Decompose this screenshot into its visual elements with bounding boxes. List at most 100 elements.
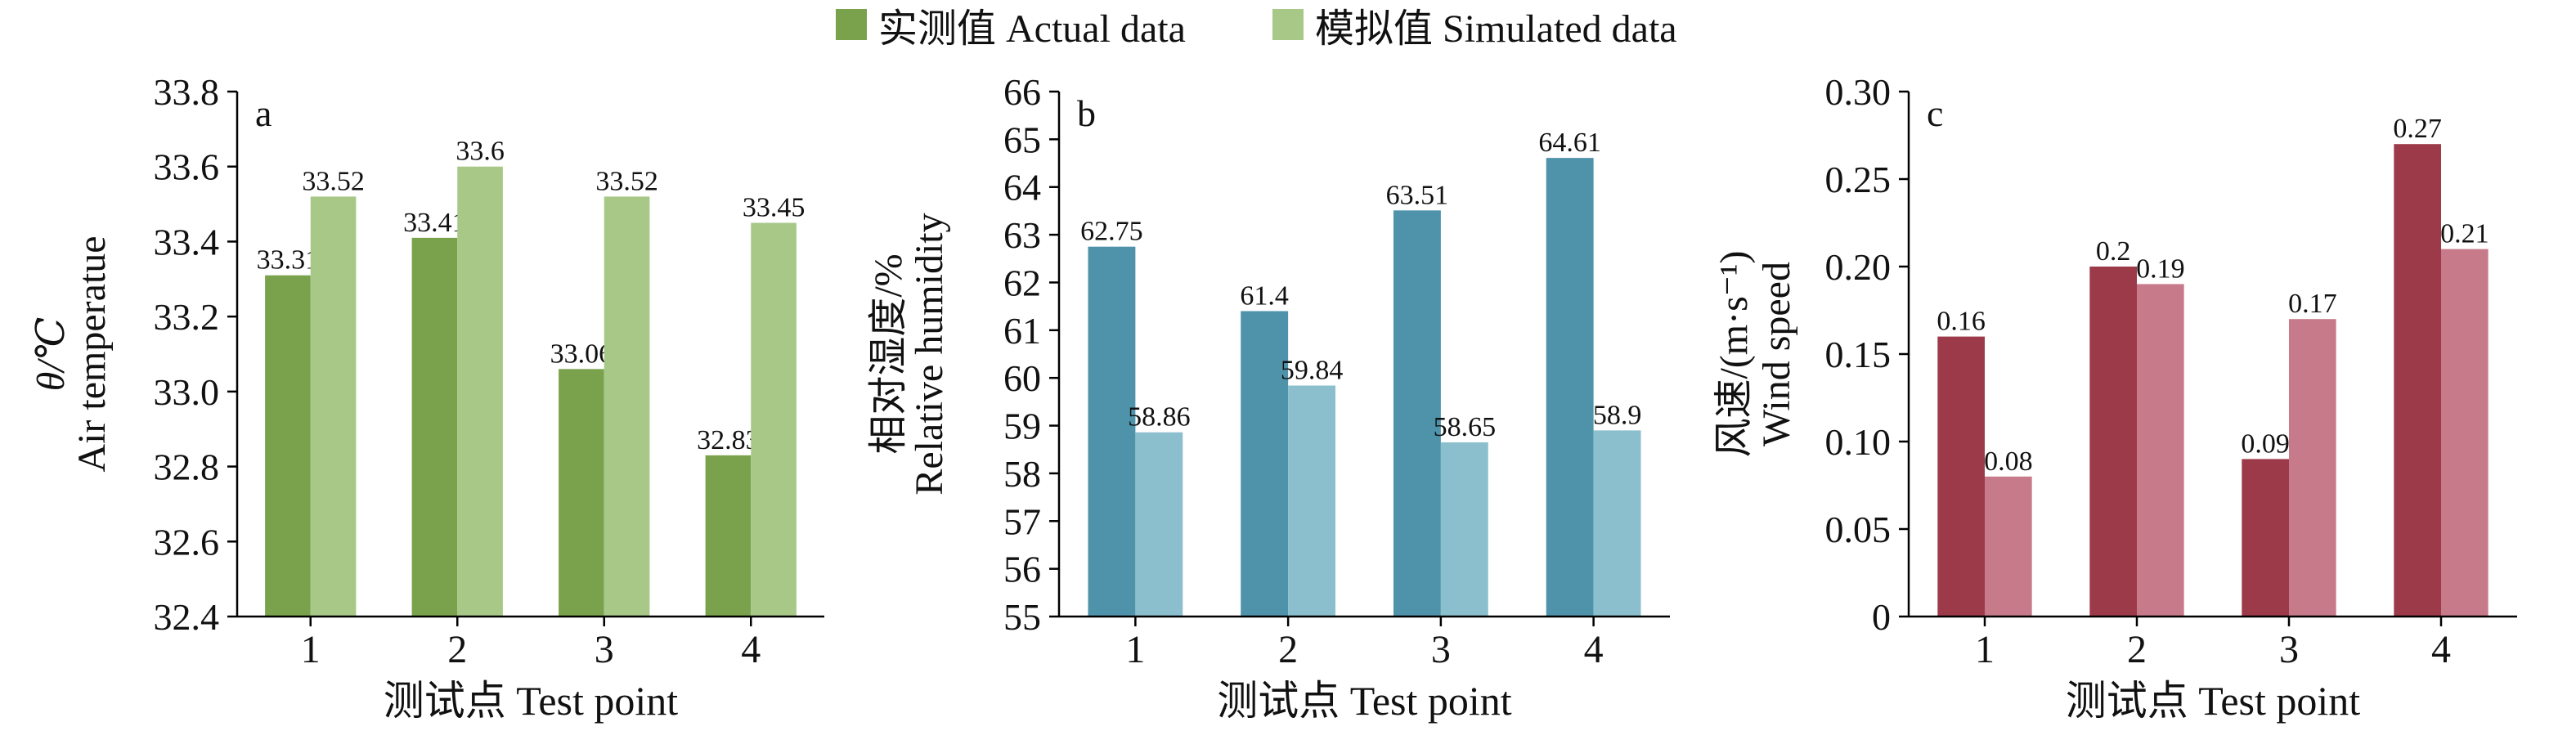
y-tick-label-a: 32.4 bbox=[154, 596, 220, 638]
chart-panel-b: 62.75 61.4 63.51 64.61 58.86 59.84 58.65 58.9 55… bbox=[867, 71, 1670, 724]
y-tick-label-c: 0.25 bbox=[1825, 159, 1892, 200]
x-tick-label-a: 4 bbox=[741, 628, 761, 671]
y-tick-label-b: 65 bbox=[1003, 119, 1041, 160]
bar-c-s1-c4 bbox=[2394, 144, 2441, 617]
bar-b-s1-c4 bbox=[1546, 158, 1594, 617]
x-tick-label-b: 3 bbox=[1431, 628, 1451, 671]
data-label-c-s2-c3: 0.17 bbox=[2288, 289, 2337, 319]
data-label-a-s2-c3: 33.52 bbox=[595, 166, 658, 196]
x-tick-label-a: 2 bbox=[447, 628, 467, 671]
y-tick-label-c: 0.15 bbox=[1825, 334, 1892, 375]
legend-label-actual: 实测值 Actual data bbox=[878, 7, 1186, 51]
y-axis-label-line2-c: Wind speed bbox=[1755, 262, 1798, 446]
bar-b-s2-c3 bbox=[1440, 442, 1488, 617]
bar-a-s1-c1 bbox=[265, 275, 311, 617]
y-tick-label-b: 59 bbox=[1003, 406, 1041, 447]
panel-label-c: c bbox=[1927, 92, 1943, 134]
data-label-b-s1-c4: 64.61 bbox=[1538, 128, 1601, 158]
x-tick-label-b: 1 bbox=[1125, 628, 1145, 671]
y-axis-label-line2-a: Air temperatue bbox=[70, 235, 114, 472]
bar-a-s1-c3 bbox=[559, 369, 604, 617]
legend-label-simulated: 模拟值 Simulated data bbox=[1315, 7, 1677, 51]
data-label-a-s1-c1: 33.31 bbox=[257, 245, 320, 276]
x-axis-label-a: 测试点 Test point bbox=[384, 678, 678, 724]
x-tick-label-a: 1 bbox=[301, 628, 321, 671]
data-label-a-s1-c4: 32.83 bbox=[697, 425, 760, 455]
bar-a-s2-c2 bbox=[457, 166, 503, 617]
chart-panel-c: 0.16 0.2 0.09 0.27 0.08 0.19 0.17 0.21 0 0.05 0.10… bbox=[1712, 71, 2517, 724]
bar-b-s2-c2 bbox=[1288, 385, 1336, 617]
x-axis-label-c: 测试点 Test point bbox=[2066, 678, 2360, 724]
y-tick-label-a: 33.8 bbox=[154, 71, 220, 113]
y-tick-label-b: 66 bbox=[1003, 71, 1041, 113]
data-label-b-s2-c3: 58.65 bbox=[1434, 412, 1497, 442]
y-tick-label-a: 33.0 bbox=[154, 371, 220, 413]
y-tick-label-a: 32.6 bbox=[154, 521, 220, 563]
data-label-c-s1-c3: 0.09 bbox=[2241, 428, 2290, 459]
x-tick-label-c: 1 bbox=[1975, 628, 1995, 671]
bar-b-s2-c4 bbox=[1593, 430, 1641, 617]
y-tick-label-c: 0.10 bbox=[1825, 421, 1892, 463]
y-tick-label-b: 55 bbox=[1003, 596, 1041, 638]
data-label-c-s2-c1: 0.08 bbox=[1984, 446, 2033, 477]
panel-label-a: a bbox=[255, 92, 272, 134]
bar-b-s1-c2 bbox=[1241, 311, 1289, 617]
y-axis-label-line1-b: 相对湿度/% bbox=[867, 253, 910, 454]
data-label-b-s2-c1: 58.86 bbox=[1128, 402, 1191, 433]
data-label-b-s2-c4: 58.9 bbox=[1593, 400, 1642, 430]
bar-c-s1-c3 bbox=[2242, 459, 2289, 617]
data-label-a-s2-c2: 33.6 bbox=[456, 137, 505, 167]
data-label-b-s1-c3: 63.51 bbox=[1386, 180, 1449, 210]
y-tick-label-b: 56 bbox=[1003, 549, 1041, 590]
x-tick-label-c: 2 bbox=[2127, 628, 2147, 671]
y-tick-label-b: 64 bbox=[1003, 167, 1041, 209]
bar-c-s2-c1 bbox=[1985, 476, 2032, 617]
y-tick-label-a: 32.8 bbox=[154, 446, 220, 488]
bar-a-s2-c1 bbox=[310, 196, 357, 617]
bar-a-s1-c4 bbox=[705, 455, 752, 617]
bar-c-s1-c1 bbox=[1937, 336, 1985, 617]
y-tick-label-b: 62 bbox=[1003, 262, 1041, 303]
bar-c-s1-c2 bbox=[2089, 267, 2137, 617]
chart-panel-a: 33.3133.4133.0632.8333.5233.633.5233.453… bbox=[29, 71, 824, 724]
bar-a-s2-c4 bbox=[751, 222, 797, 617]
y-tick-label-c: 0 bbox=[1872, 596, 1891, 638]
bar-b-s2-c1 bbox=[1135, 432, 1183, 617]
y-tick-label-a: 33.4 bbox=[154, 221, 220, 262]
data-label-c-s2-c2: 0.19 bbox=[2136, 253, 2185, 284]
legend-item-actual: 实测值 Actual data bbox=[836, 5, 1186, 51]
panel-label-b: b bbox=[1077, 92, 1096, 134]
x-tick-label-a: 3 bbox=[595, 628, 614, 671]
data-label-a-s2-c1: 33.52 bbox=[302, 166, 365, 196]
y-tick-label-b: 57 bbox=[1003, 500, 1041, 542]
bar-c-s2-c3 bbox=[2289, 319, 2336, 617]
legend-swatch-simulated bbox=[1272, 9, 1304, 40]
bar-a-s2-c3 bbox=[604, 196, 650, 617]
y-axis-label-line1-a: θ/℃ bbox=[29, 317, 73, 392]
data-label-a-s1-c3: 33.06 bbox=[550, 339, 613, 369]
x-tick-label-c: 3 bbox=[2279, 628, 2299, 671]
y-tick-label-b: 58 bbox=[1003, 453, 1041, 495]
y-axis-label-line1-c: 风速/(m·s⁻¹) bbox=[1712, 250, 1756, 457]
y-tick-label-a: 33.6 bbox=[154, 146, 220, 188]
y-tick-label-c: 0.20 bbox=[1825, 246, 1892, 288]
y-tick-label-b: 60 bbox=[1003, 357, 1041, 399]
y-tick-label-c: 0.05 bbox=[1825, 509, 1892, 550]
data-label-b-s1-c1: 62.75 bbox=[1080, 217, 1143, 247]
chart-legend: 实测值 Actual data 模拟值 Simulated data bbox=[0, 0, 2576, 51]
bar-c-s2-c4 bbox=[2441, 249, 2488, 617]
bar-b-s1-c3 bbox=[1393, 210, 1441, 617]
legend-item-simulated: 模拟值 Simulated data bbox=[1272, 5, 1677, 51]
bar-a-s1-c2 bbox=[411, 237, 458, 617]
x-axis-label-b: 测试点 Test point bbox=[1217, 678, 1511, 724]
data-label-b-s1-c2: 61.4 bbox=[1240, 280, 1289, 311]
y-axis-label-line2-b: Relative humidity bbox=[908, 213, 951, 495]
data-label-c-s1-c4: 0.27 bbox=[2393, 114, 2442, 144]
y-tick-label-b: 63 bbox=[1003, 214, 1041, 256]
y-tick-label-c: 0.30 bbox=[1825, 71, 1892, 113]
bar-b-s1-c1 bbox=[1088, 246, 1136, 617]
data-label-c-s1-c1: 0.16 bbox=[1936, 307, 1986, 337]
y-tick-label-b: 61 bbox=[1003, 310, 1041, 352]
data-label-c-s2-c4: 0.21 bbox=[2440, 219, 2489, 249]
